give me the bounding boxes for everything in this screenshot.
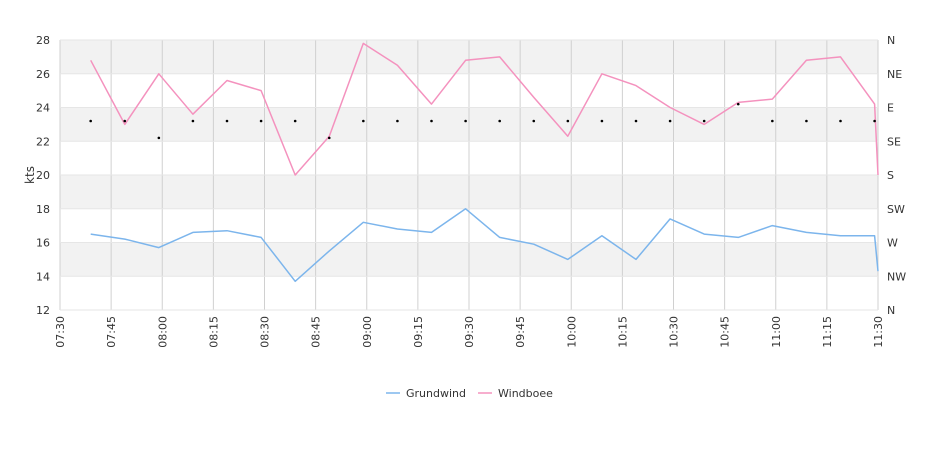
legend: Grundwind Windboee [386,387,553,400]
series-layer [90,42,879,283]
direction-marker-point [566,119,570,123]
direction-marker-point [123,119,127,123]
y-tick-label: 14 [36,270,50,283]
x-tick-label: 10:45 [719,316,732,348]
direction-marker-point [873,119,876,123]
x-tick-label: 08:15 [207,316,220,348]
y-tick-label: 28 [36,34,50,47]
right-axis-label: N [887,304,895,317]
direction-marker-point [362,119,365,123]
direction-marker-point [259,119,263,123]
y-tick-label: 24 [36,102,50,115]
series-line-grundwind [90,208,879,283]
x-axis-ticks: 07:30 07:45 08:00 08:15 08:30 08:45 09:00 09:15… [54,316,885,348]
direction-marker-point [498,119,501,123]
right-axis-label: W [887,237,898,250]
direction-marker-point [191,119,195,123]
left-y-axis-ticks: 12 14 16 18 20 22 24 26 28 [36,34,50,317]
direction-marker-point [157,136,161,140]
y-axis-title: kts [23,166,37,184]
x-tick-label: 10:30 [668,316,681,348]
direction-marker-point [600,119,604,123]
right-axis-ticks: N NW W SW S SE E NE N [887,34,906,317]
direction-markers [89,102,876,140]
direction-marker-point [464,119,467,123]
direction-marker-point [327,136,331,140]
right-axis-label: SW [887,203,905,216]
x-tick-label: 09:00 [361,316,374,348]
x-tick-label: 08:00 [156,316,169,348]
x-tick-label: 09:30 [463,316,476,348]
x-tick-label: 09:45 [514,316,527,348]
right-axis-label: E [887,102,894,115]
x-tick-label: 10:15 [616,316,629,348]
y-tick-label: 22 [36,135,50,148]
direction-marker-point [668,119,672,123]
right-axis-label: N [887,34,895,47]
direction-marker-point [736,102,740,106]
right-axis-label: SE [887,135,901,148]
x-tick-label: 07:30 [54,316,67,348]
direction-marker-point [771,119,774,123]
right-axis-label: NE [887,68,902,81]
direction-marker-point [532,119,536,123]
y-tick-label: 20 [36,169,50,182]
y-tick-label: 16 [36,237,50,250]
legend-label-grundwind: Grundwind [406,387,466,400]
x-tick-label: 10:00 [565,316,578,348]
y-tick-label: 18 [36,203,50,216]
direction-marker-point [89,119,92,123]
x-tick-label: 08:45 [310,316,323,348]
direction-marker-point [396,119,399,123]
direction-marker-point [634,119,638,123]
direction-marker-point [805,119,808,123]
y-tick-label: 12 [36,304,50,317]
horizontal-grid [60,39,878,311]
direction-marker-point [293,119,297,123]
right-axis-label: NW [887,270,906,283]
legend-label-windboee: Windboee [498,387,553,400]
series-line-windboee [90,42,879,176]
right-axis-label: S [887,169,894,182]
direction-marker-point [839,119,842,123]
direction-marker-point [702,119,706,123]
direction-marker-point [225,119,229,123]
x-tick-label: 08:30 [259,316,272,348]
x-tick-label: 07:45 [105,316,118,348]
x-tick-label: 11:00 [770,316,783,348]
x-tick-label: 11:30 [872,316,885,348]
x-tick-label: 11:15 [821,316,834,348]
direction-marker-point [430,119,433,123]
x-tick-label: 09:15 [412,316,425,348]
y-tick-label: 26 [36,68,50,81]
